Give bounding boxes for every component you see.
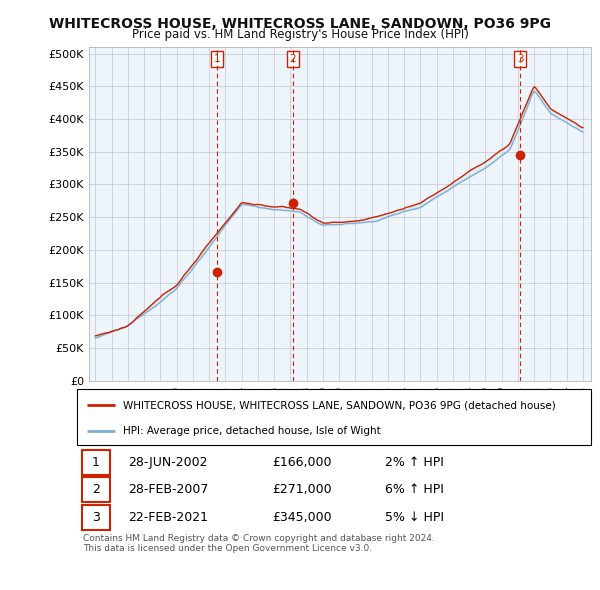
Text: 22-FEB-2021: 22-FEB-2021 xyxy=(128,512,208,525)
Text: WHITECROSS HOUSE, WHITECROSS LANE, SANDOWN, PO36 9PG: WHITECROSS HOUSE, WHITECROSS LANE, SANDO… xyxy=(49,17,551,31)
Text: 1: 1 xyxy=(214,54,220,64)
FancyBboxPatch shape xyxy=(82,506,110,530)
Text: 1: 1 xyxy=(92,456,100,469)
FancyBboxPatch shape xyxy=(82,477,110,502)
FancyBboxPatch shape xyxy=(82,450,110,475)
Text: 2: 2 xyxy=(92,483,100,496)
Text: 3: 3 xyxy=(517,54,523,64)
Text: 6% ↑ HPI: 6% ↑ HPI xyxy=(385,483,444,496)
Text: 2: 2 xyxy=(290,54,296,64)
Text: 28-FEB-2007: 28-FEB-2007 xyxy=(128,483,209,496)
Text: Contains HM Land Registry data © Crown copyright and database right 2024.
This d: Contains HM Land Registry data © Crown c… xyxy=(83,534,434,553)
Text: 5% ↓ HPI: 5% ↓ HPI xyxy=(385,512,445,525)
Text: 28-JUN-2002: 28-JUN-2002 xyxy=(128,456,208,469)
Text: HPI: Average price, detached house, Isle of Wight: HPI: Average price, detached house, Isle… xyxy=(123,427,381,437)
Text: WHITECROSS HOUSE, WHITECROSS LANE, SANDOWN, PO36 9PG (detached house): WHITECROSS HOUSE, WHITECROSS LANE, SANDO… xyxy=(123,400,556,410)
Text: 3: 3 xyxy=(92,512,100,525)
Text: 2% ↑ HPI: 2% ↑ HPI xyxy=(385,456,444,469)
Text: £345,000: £345,000 xyxy=(272,512,332,525)
Text: Price paid vs. HM Land Registry's House Price Index (HPI): Price paid vs. HM Land Registry's House … xyxy=(131,28,469,41)
Text: £271,000: £271,000 xyxy=(272,483,332,496)
Text: £166,000: £166,000 xyxy=(272,456,332,469)
